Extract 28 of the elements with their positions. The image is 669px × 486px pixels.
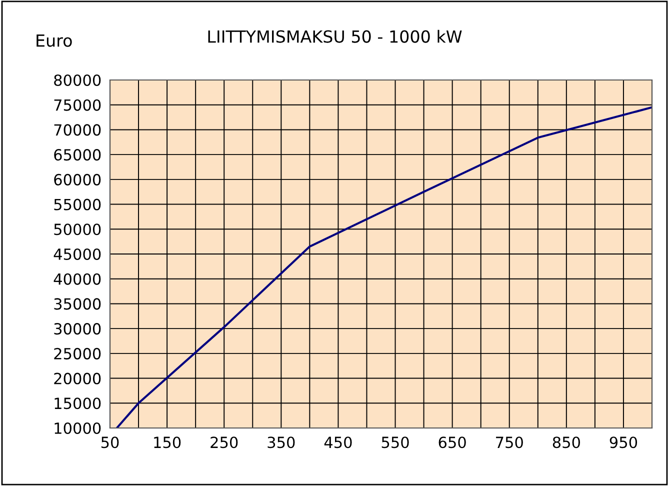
y-tick-label: 50000 xyxy=(54,224,101,236)
y-axis-title: Euro xyxy=(36,34,72,47)
x-tick-label: 850 xyxy=(552,436,580,448)
y-tick-label: 45000 xyxy=(54,248,101,260)
x-tick-label: 950 xyxy=(610,436,638,448)
y-tick-label: 60000 xyxy=(54,174,101,186)
y-tick-label: 55000 xyxy=(54,198,101,210)
y-tick-label: 15000 xyxy=(54,398,101,410)
x-tick-label: 350 xyxy=(268,436,295,448)
y-tick-label: 70000 xyxy=(54,124,101,136)
y-tick-label: 65000 xyxy=(54,149,101,161)
y-tick-label: 30000 xyxy=(54,323,101,335)
y-tick-label: 75000 xyxy=(54,99,101,111)
y-tick-label: 10000 xyxy=(54,422,101,434)
y-tick-label: 25000 xyxy=(54,348,101,360)
x-tick-label: 650 xyxy=(438,436,466,448)
x-tick-label: 150 xyxy=(154,436,181,448)
x-tick-label: 550 xyxy=(382,436,409,448)
line-series xyxy=(116,106,652,428)
x-tick-label: 750 xyxy=(496,436,523,448)
chart-title: LIITTYMISMAKSU 50 - 1000 kW xyxy=(208,30,462,43)
y-tick-label: 35000 xyxy=(54,298,101,310)
y-tick-label: 80000 xyxy=(54,74,101,86)
y-tick-label: 20000 xyxy=(54,372,101,384)
x-tick-label: 450 xyxy=(324,436,352,448)
y-tick-label: 40000 xyxy=(54,273,101,285)
x-tick-label: 50 xyxy=(101,436,119,448)
x-tick-label: 250 xyxy=(210,436,238,448)
